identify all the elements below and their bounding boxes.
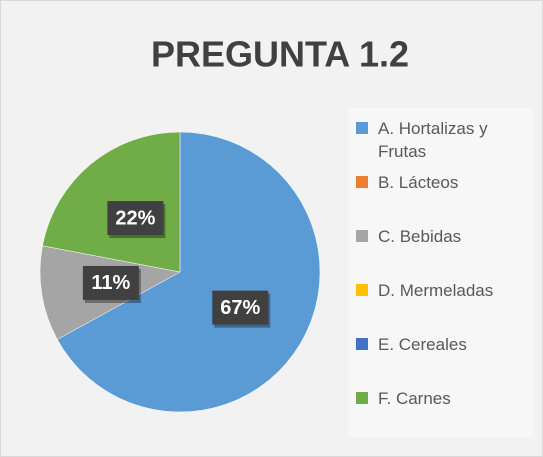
legend-swatch: [356, 176, 368, 188]
legend-swatch: [356, 122, 368, 134]
data-label-box: [212, 290, 269, 325]
legend-label: C. Bebidas: [378, 227, 462, 246]
pie-slice: [56, 131, 321, 413]
data-label: 67%: [220, 297, 260, 319]
chart-title: PREGUNTA 1.2: [151, 34, 409, 75]
legend-swatch: [356, 230, 368, 242]
data-label: 22%: [115, 207, 155, 229]
legend-swatch: [356, 338, 368, 350]
legend-swatch: [356, 392, 368, 404]
legend-label: D. Mermeladas: [378, 281, 494, 300]
legend: A. Hortalizas y Frutas B. Lácteos C. Bebid…: [348, 108, 533, 437]
data-label: 11%: [91, 272, 130, 294]
legend-label: F. Carnes: [378, 389, 451, 408]
data-label-box: [107, 201, 164, 236]
legend-label: A. Hortalizas y Frutas: [378, 119, 488, 161]
legend-label: B. Lácteos: [378, 173, 459, 192]
data-label-box: [82, 265, 139, 300]
legend-label: E. Cereales: [378, 335, 467, 354]
legend-swatch: [356, 284, 368, 296]
